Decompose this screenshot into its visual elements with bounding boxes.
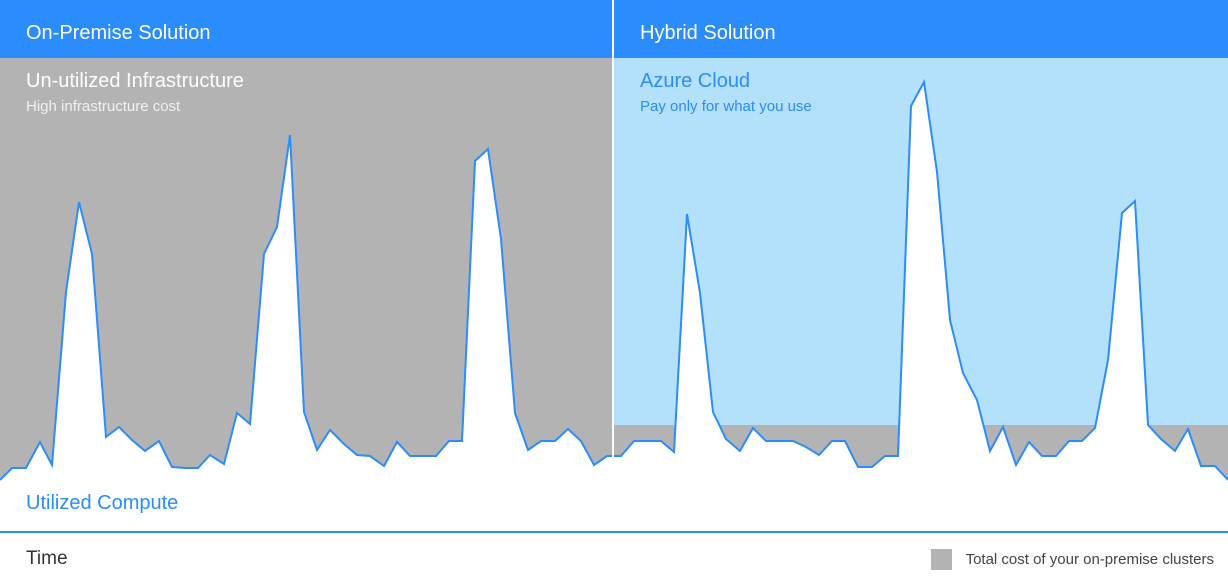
azure-cloud-title: Azure Cloud: [640, 70, 751, 92]
on-premise-utilized-compute-area: [0, 135, 613, 481]
hybrid-usage-line: [613, 78, 1228, 481]
legend-label: Total cost of your on-premise clusters: [965, 551, 1214, 568]
legend: Total cost of your on-premise clusters: [930, 549, 1214, 570]
azure-cloud-subtitle: Pay only for what you use: [640, 98, 812, 115]
on-premise-usage-line: [0, 134, 613, 481]
time-axis-line: [0, 531, 1228, 533]
time-axis-label: Time: [26, 548, 68, 569]
on-premise-header-title: On-Premise Solution: [26, 22, 211, 44]
hybrid-header-title: Hybrid Solution: [640, 22, 776, 44]
unutilized-infrastructure-title: Un-utilized Infrastructure: [26, 70, 244, 92]
on-premise-header-bar: [0, 0, 612, 58]
unutilized-infrastructure-subtitle: High infrastructure cost: [26, 98, 181, 115]
legend-swatch-gray: [930, 549, 952, 570]
hybrid-utilized-compute-area: [613, 82, 1228, 481]
utilized-compute-label: Utilized Compute: [26, 492, 179, 514]
hybrid-header-bar: [614, 0, 1228, 58]
